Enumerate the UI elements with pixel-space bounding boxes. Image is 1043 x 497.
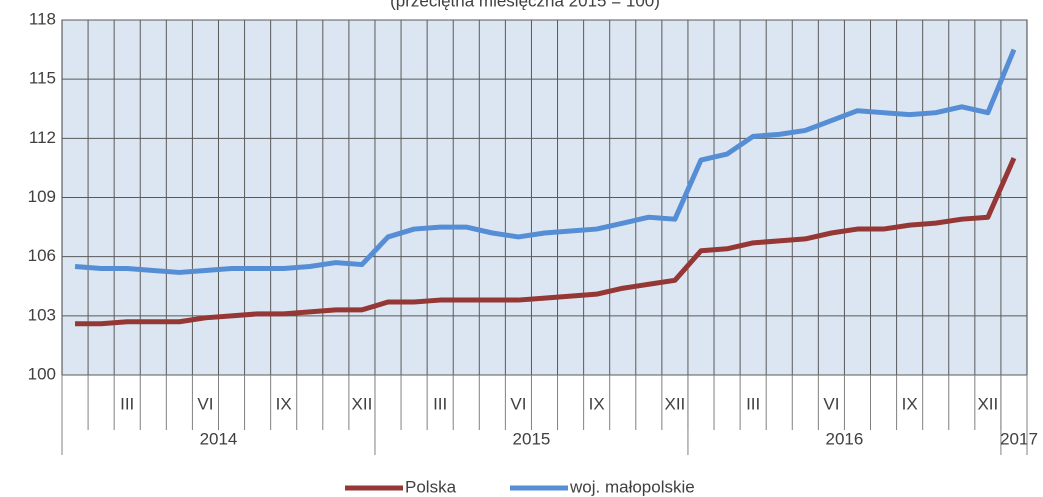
y-tick-label: 100 xyxy=(28,364,56,383)
series-line xyxy=(74,48,1017,275)
year-label: 2016 xyxy=(826,429,864,448)
x-tick-label: VI xyxy=(823,394,839,413)
year-label: 2017 xyxy=(1000,429,1038,448)
y-tick-label: 106 xyxy=(28,246,56,265)
series-line xyxy=(75,157,1017,327)
x-tick-label: IX xyxy=(902,394,918,413)
x-tick-label: XII xyxy=(977,394,998,413)
x-tick-label: XII xyxy=(665,394,686,413)
x-tick-label: IX xyxy=(276,394,292,413)
x-tick-label: III xyxy=(433,394,447,413)
y-tick-label: 103 xyxy=(28,305,56,324)
year-label: 2014 xyxy=(200,429,238,448)
y-tick-label: 118 xyxy=(29,9,56,28)
y-tick-label: 109 xyxy=(28,187,56,206)
x-tick-label: III xyxy=(120,394,134,413)
x-tick-label: VI xyxy=(510,394,526,413)
year-label: 2015 xyxy=(513,429,551,448)
x-tick-label: VI xyxy=(197,394,213,413)
x-tick-label: III xyxy=(746,394,760,413)
chart-subtitle: (przeciętna miesięczna 2015 = 100) xyxy=(390,0,660,10)
y-tick-label: 112 xyxy=(29,128,56,147)
legend-label: woj. małopolskie xyxy=(569,477,695,496)
x-tick-label: XII xyxy=(352,394,373,413)
y-tick-label: 115 xyxy=(29,69,56,88)
x-tick-label: IX xyxy=(589,394,605,413)
legend-label: Polska xyxy=(405,477,457,496)
